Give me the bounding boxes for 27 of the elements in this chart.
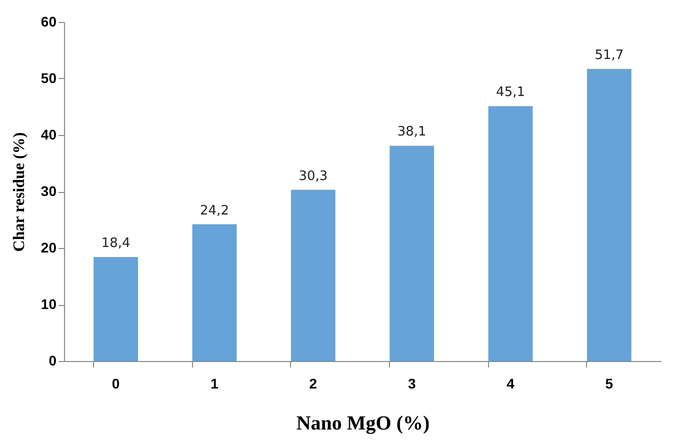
y-tick-label: 60 <box>40 14 57 30</box>
bar <box>586 68 632 361</box>
x-axis-title: Nano MgO (%) <box>296 412 430 434</box>
x-tick-label: 4 <box>506 376 515 392</box>
y-tick-label: 40 <box>40 126 57 142</box>
data-label: 30,3 <box>298 168 328 184</box>
data-label: 18,4 <box>101 236 130 252</box>
data-label: 24,2 <box>200 203 229 218</box>
bar <box>290 190 336 361</box>
y-tick-label: 10 <box>40 296 57 312</box>
y-tick-label: 0 <box>48 352 57 368</box>
x-tick-label: 1 <box>210 376 219 392</box>
bar <box>192 224 237 361</box>
x-tick-label: 0 <box>112 376 120 392</box>
bar <box>390 146 434 361</box>
bar <box>488 106 533 361</box>
x-tick-label: 2 <box>309 376 318 392</box>
x-tick-label: 3 <box>408 376 416 392</box>
y-tick-label: 30 <box>40 183 57 199</box>
y-axis-title: Char residue (%) <box>10 132 28 252</box>
data-label: 38,1 <box>397 124 426 140</box>
y-tick-label: 50 <box>40 70 57 86</box>
data-label: 51,7 <box>594 48 624 63</box>
x-tick-label: 5 <box>605 376 614 392</box>
bar <box>94 257 138 361</box>
data-label: 45,1 <box>496 85 525 100</box>
y-tick-label: 20 <box>40 240 57 256</box>
